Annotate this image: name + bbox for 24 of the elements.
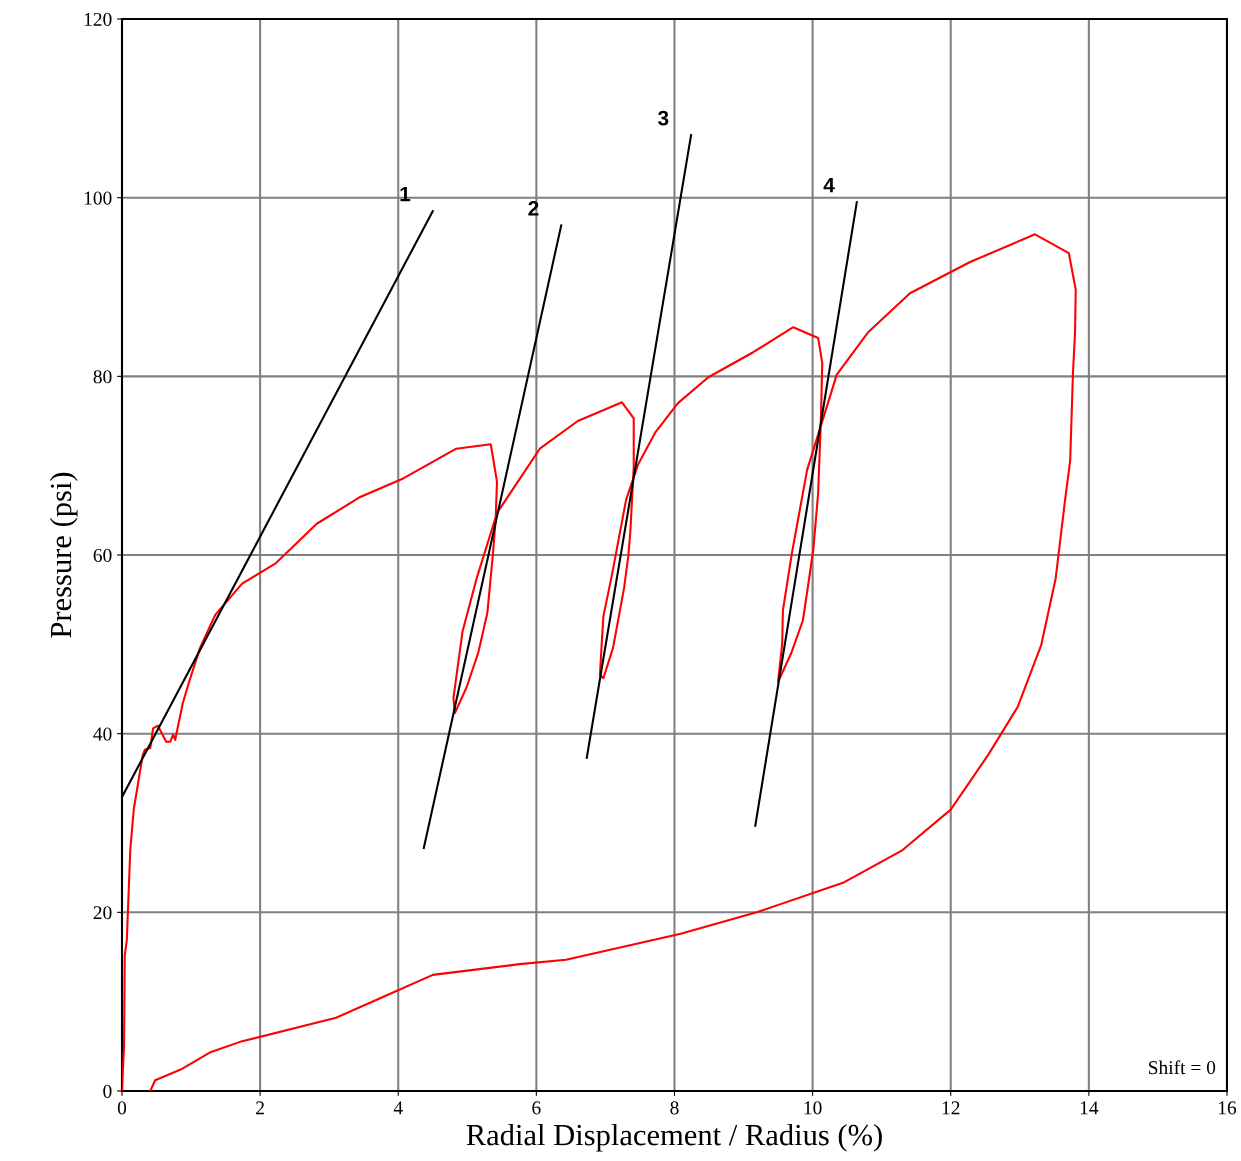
- y-tick-label: 60: [93, 548, 112, 562]
- series-label: 3: [657, 110, 669, 126]
- y-tick-label: 120: [84, 12, 112, 26]
- y-tick-label: 0: [103, 1084, 112, 1098]
- y-tick-label: 40: [93, 727, 112, 741]
- series-label: 1: [400, 186, 411, 202]
- x-tick-label: 8: [670, 1101, 679, 1115]
- x-tick-label: 12: [942, 1101, 960, 1115]
- line-series: [121, 233, 1077, 1091]
- x-tick-label: 0: [117, 1101, 127, 1115]
- x-tick-label: 14: [1080, 1101, 1099, 1115]
- x-tick-label: 10: [804, 1101, 822, 1115]
- x-axis-title: Radial Displacement / Radius (%): [466, 1123, 882, 1152]
- series-label: 4: [823, 177, 835, 193]
- x-tick-label: 16: [1218, 1101, 1237, 1115]
- y-axis-title: Pressure (psi): [49, 472, 78, 638]
- y-tick-label: 100: [84, 191, 112, 205]
- y-tick-label: 20: [93, 906, 112, 920]
- x-tick-label: 6: [532, 1101, 541, 1115]
- series-label: 2: [528, 200, 539, 216]
- x-tick-label: 2: [256, 1101, 264, 1115]
- x-tick-label: 4: [393, 1101, 403, 1115]
- y-tick-label: 80: [93, 370, 112, 384]
- annotation: Shift = 0: [1149, 1060, 1216, 1075]
